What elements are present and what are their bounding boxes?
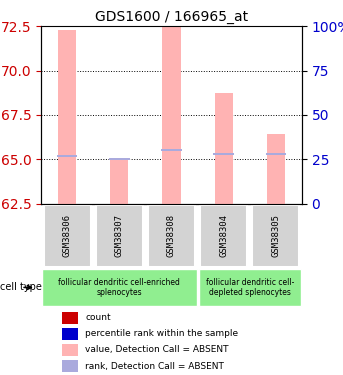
Text: GSM38308: GSM38308 xyxy=(167,214,176,257)
Bar xyxy=(62,344,78,356)
Text: count: count xyxy=(85,313,111,322)
Bar xyxy=(62,328,78,340)
Bar xyxy=(58,30,76,204)
Bar xyxy=(62,360,78,372)
Bar xyxy=(109,158,130,160)
FancyBboxPatch shape xyxy=(252,205,299,267)
Title: GDS1600 / 166965_at: GDS1600 / 166965_at xyxy=(95,10,248,24)
Bar xyxy=(110,158,129,204)
Bar xyxy=(162,26,181,204)
Bar xyxy=(213,153,234,155)
Text: cell type: cell type xyxy=(0,282,42,292)
FancyBboxPatch shape xyxy=(44,205,91,267)
Text: GSM38307: GSM38307 xyxy=(115,214,124,257)
FancyBboxPatch shape xyxy=(200,205,247,267)
Bar xyxy=(62,312,78,324)
Text: rank, Detection Call = ABSENT: rank, Detection Call = ABSENT xyxy=(85,362,224,370)
FancyBboxPatch shape xyxy=(199,269,301,306)
Text: follicular dendritic cell-enriched
splenocytes: follicular dendritic cell-enriched splen… xyxy=(58,278,180,297)
Text: follicular dendritic cell-
depleted splenocytes: follicular dendritic cell- depleted sple… xyxy=(205,278,294,297)
FancyBboxPatch shape xyxy=(42,269,197,306)
Text: GSM38306: GSM38306 xyxy=(63,214,72,257)
Text: percentile rank within the sample: percentile rank within the sample xyxy=(85,329,239,338)
Text: value, Detection Call = ABSENT: value, Detection Call = ABSENT xyxy=(85,345,229,354)
Bar xyxy=(265,153,286,155)
Bar xyxy=(214,93,233,204)
Bar xyxy=(267,134,285,204)
FancyBboxPatch shape xyxy=(148,205,195,267)
Text: GSM38305: GSM38305 xyxy=(271,214,280,257)
Bar xyxy=(161,149,182,152)
Bar xyxy=(57,154,78,157)
Text: GSM38304: GSM38304 xyxy=(219,214,228,257)
FancyBboxPatch shape xyxy=(96,205,143,267)
